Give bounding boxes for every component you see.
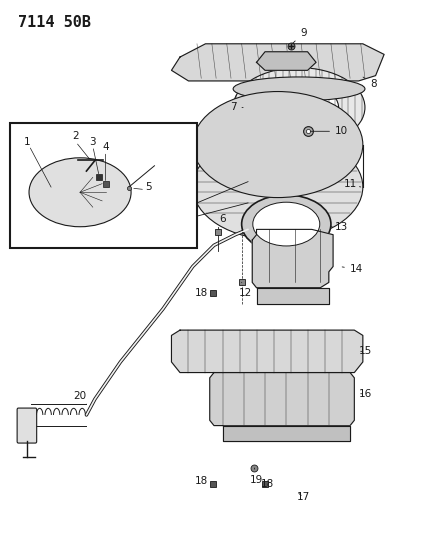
- Ellipse shape: [193, 134, 363, 240]
- FancyBboxPatch shape: [10, 123, 197, 248]
- Text: 10: 10: [310, 126, 348, 136]
- Text: 2: 2: [72, 131, 79, 141]
- Text: 16: 16: [358, 389, 372, 399]
- Text: 11: 11: [343, 179, 361, 189]
- Text: 13: 13: [331, 222, 348, 232]
- Text: 18: 18: [195, 288, 208, 298]
- Ellipse shape: [259, 84, 339, 131]
- Polygon shape: [172, 44, 384, 81]
- Text: 18: 18: [261, 479, 274, 489]
- Text: 20: 20: [74, 391, 86, 405]
- Polygon shape: [252, 229, 333, 288]
- Polygon shape: [172, 330, 363, 373]
- Ellipse shape: [233, 77, 365, 101]
- Text: 6: 6: [219, 214, 226, 229]
- Text: 19: 19: [250, 468, 263, 484]
- Polygon shape: [256, 52, 316, 70]
- Text: 17: 17: [297, 492, 310, 502]
- Text: 14: 14: [342, 264, 363, 274]
- Text: 9: 9: [293, 28, 306, 44]
- Text: 4: 4: [102, 142, 109, 152]
- Polygon shape: [256, 288, 329, 304]
- Text: 15: 15: [358, 346, 372, 357]
- Ellipse shape: [253, 202, 320, 246]
- Text: 18: 18: [195, 477, 208, 486]
- Polygon shape: [210, 373, 354, 425]
- Text: 5: 5: [145, 182, 152, 192]
- FancyBboxPatch shape: [17, 408, 37, 443]
- Text: 8: 8: [363, 77, 377, 88]
- Ellipse shape: [233, 68, 365, 147]
- Text: 3: 3: [89, 136, 96, 147]
- Ellipse shape: [29, 158, 131, 227]
- Text: 1: 1: [24, 136, 30, 147]
- Text: 7114 50B: 7114 50B: [18, 14, 92, 30]
- Polygon shape: [223, 425, 350, 441]
- Text: 12: 12: [239, 282, 253, 298]
- Ellipse shape: [193, 92, 363, 198]
- Text: 7: 7: [230, 102, 243, 112]
- Ellipse shape: [242, 195, 331, 253]
